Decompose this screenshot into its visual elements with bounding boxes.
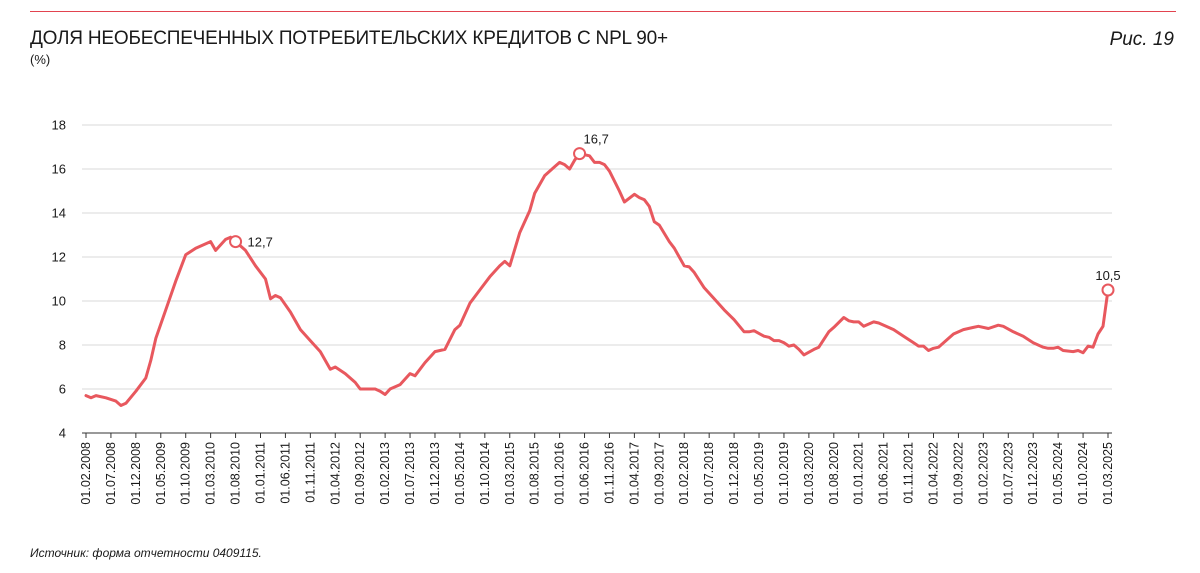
x-tick-label: 01.09.2012	[353, 442, 367, 505]
x-tick-label: 01.07.2008	[104, 442, 118, 505]
annotation-marker	[573, 147, 587, 161]
y-tick-label: 8	[59, 338, 66, 353]
unit-label: (%)	[30, 52, 51, 67]
x-tick-label: 01.11.2016	[602, 442, 616, 504]
x-tick-label: 01.09.2022	[951, 442, 965, 505]
y-tick-label: 18	[52, 118, 66, 133]
x-tick-label: 01.12.2018	[727, 442, 741, 505]
y-tick-label: 14	[52, 206, 66, 221]
x-tick-label: 01.01.2021	[852, 442, 866, 505]
grid-lines	[82, 124, 1112, 434]
x-tick-label: 01.05.2019	[752, 442, 766, 505]
x-tick-label: 01.05.2024	[1051, 442, 1065, 505]
x-tick-label: 01.02.2008	[79, 442, 93, 505]
x-tick-label: 01.04.2022	[927, 442, 941, 505]
x-tick-label: 01.12.2023	[1026, 442, 1040, 505]
figure-label: Рис. 19	[1109, 29, 1174, 50]
x-tick-label: 01.07.2013	[403, 442, 417, 505]
y-tick-label: 6	[59, 382, 66, 397]
x-tick-label: 01.12.2013	[428, 442, 442, 505]
x-tick-label: 01.02.2023	[976, 442, 990, 505]
x-tick-label: 01.08.2015	[528, 442, 542, 505]
x-tick-label: 01.08.2010	[229, 442, 243, 505]
x-tick-label: 01.03.2025	[1101, 442, 1115, 505]
x-tick-label: 01.01.2016	[553, 442, 567, 505]
y-tick-label: 12	[52, 250, 66, 265]
y-axis: 4 6 8 10 12 14 16 18	[52, 118, 66, 441]
x-tick-label: 01.06.2016	[578, 442, 592, 505]
y-tick-label: 16	[52, 162, 66, 177]
x-tick-label: 01.10.2009	[179, 442, 193, 505]
x-tick-label: 01.04.2017	[627, 442, 641, 505]
x-tick-label: 01.07.2018	[702, 442, 716, 505]
x-axis: 01.02.2008 01.07.2008 01.12.2008 01.05.2009…	[79, 432, 1115, 505]
x-tick-label: 01.02.2013	[378, 442, 392, 505]
y-tick-label: 4	[59, 426, 66, 441]
x-tick-label: 01.11.2021	[902, 442, 916, 504]
x-tick-label: 01.05.2009	[154, 442, 168, 505]
series-line-0	[84, 152, 1110, 407]
series-group	[84, 152, 1110, 407]
annotation-label: 16,7	[584, 132, 609, 147]
x-tick-label: 01.10.2024	[1076, 442, 1090, 505]
x-tick-label: 01.10.2019	[777, 442, 791, 505]
annotations: 12,7 16,7 10,5	[229, 132, 1121, 297]
chart-title: ДОЛЯ НЕОБЕСПЕЧЕННЫХ ПОТРЕБИТЕЛЬСКИХ КРЕД…	[30, 28, 668, 49]
x-tick-label: 01.04.2012	[328, 442, 342, 505]
top-rule	[30, 11, 1176, 12]
x-tick-label: 01.03.2020	[802, 442, 816, 505]
x-tick-label: 01.08.2020	[827, 442, 841, 505]
x-tick-label: 01.07.2023	[1001, 442, 1015, 505]
x-tick-label: 01.10.2014	[478, 442, 492, 505]
source-note: Источник: форма отчетности 0409115.	[30, 546, 262, 560]
x-tick-label: 01.09.2017	[652, 442, 666, 505]
x-tick-label: 01.06.2011	[278, 442, 292, 504]
y-tick-label: 10	[52, 294, 66, 309]
x-tick-label: 01.02.2018	[677, 442, 691, 505]
x-tick-label: 01.06.2021	[877, 442, 891, 505]
x-tick-label: 01.03.2015	[503, 442, 517, 505]
x-tick-label: 01.03.2010	[204, 442, 218, 505]
x-tick-label: 01.12.2008	[129, 442, 143, 505]
x-tick-label: 01.01.2011	[253, 442, 267, 504]
x-tick-label: 01.05.2014	[453, 442, 467, 505]
annotation-marker	[229, 235, 243, 249]
annotation-label: 12,7	[248, 235, 273, 250]
annotation-label: 10,5	[1095, 268, 1120, 283]
annotation-marker	[1101, 283, 1115, 297]
x-tick-label: 01.11.2011	[303, 442, 317, 503]
